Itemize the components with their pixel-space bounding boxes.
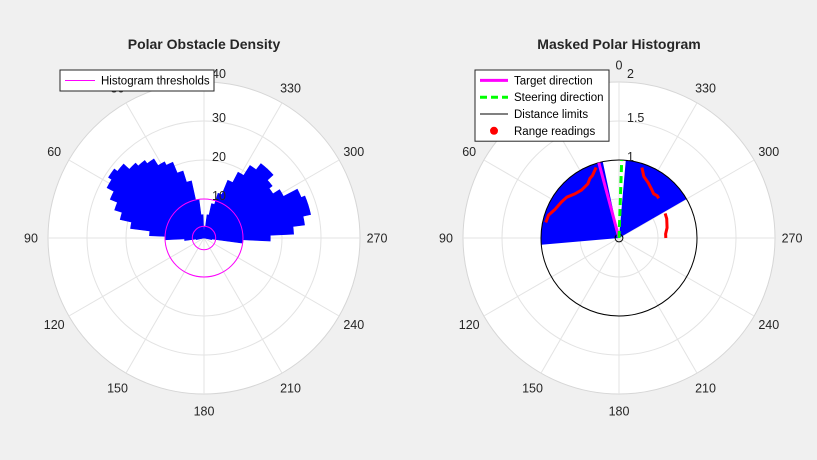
distance-limit-circle [540, 159, 698, 317]
chart-title: Masked Polar Histogram [537, 36, 700, 52]
legend-box [59, 69, 215, 92]
theta-tick-label: 90 [24, 232, 38, 246]
density-bar [203, 179, 234, 239]
theta-tick-label: 150 [107, 381, 128, 395]
theta-grid-line [125, 237, 205, 374]
theta-tick-label: 240 [758, 318, 779, 332]
legend-entry-label: Target direction [514, 75, 593, 87]
masked-sector [619, 160, 687, 238]
theta-grid-line [68, 237, 205, 317]
theta-tick-label: 150 [522, 381, 543, 395]
theta-grid-line [203, 237, 340, 317]
density-bar [130, 221, 205, 239]
r-tick-label: 1.5 [627, 111, 644, 125]
steering-direction-line [617, 159, 624, 239]
density-bar [119, 211, 205, 239]
threshold-circle [164, 198, 244, 278]
target-direction-line [597, 162, 621, 239]
r-tick-label: 10 [212, 189, 226, 203]
density-bar [149, 230, 205, 239]
density-bar [106, 178, 205, 239]
chart-title: Polar Obstacle Density [128, 36, 281, 52]
theta-tick-label: 300 [343, 145, 364, 159]
r-tick-label: 2 [627, 67, 634, 81]
density-bar [108, 168, 205, 239]
r-tick-label: 40 [212, 67, 226, 81]
threshold-circle [191, 225, 217, 251]
density-bar [203, 163, 268, 239]
theta-tick-label: 0 [616, 59, 623, 73]
theta-tick-label: 120 [44, 318, 65, 332]
theta-tick-label: 120 [459, 318, 480, 332]
range-readings-line [544, 166, 598, 223]
theta-tick-label: 270 [782, 232, 803, 246]
theta-tick-label: 300 [758, 145, 779, 159]
theta-tick-label: 180 [194, 405, 215, 419]
density-bar [203, 171, 245, 239]
theta-tick-label: 60 [462, 145, 476, 159]
legend-entry-label: Steering direction [514, 92, 604, 104]
range-readings-line [640, 167, 660, 200]
density-bar [109, 190, 205, 239]
theta-grid-line [203, 237, 283, 374]
theta-tick-label: 210 [695, 381, 716, 395]
theta-tick-label: 330 [280, 82, 301, 96]
density-bar [203, 188, 302, 239]
density-bar [203, 203, 215, 239]
theta-tick-label: 90 [439, 232, 453, 246]
density-bar [114, 201, 205, 239]
legend-swatch-range [490, 126, 498, 135]
theta-tick-label: 240 [343, 318, 364, 332]
density-bar [203, 189, 285, 239]
density-bar [203, 165, 257, 239]
theta-tick-label: 180 [609, 405, 630, 419]
r-tick-label: 30 [212, 111, 226, 125]
legend-entry-label: Range readings [514, 126, 595, 138]
theta-tick-label: 60 [47, 145, 61, 159]
legend-entry-label: Histogram thresholds [101, 76, 210, 88]
density-bar [195, 237, 205, 241]
theta-tick-label: 270 [367, 232, 388, 246]
r-tick-label: 1 [627, 150, 634, 164]
theta-tick-label: 210 [280, 381, 301, 395]
polar-plot-masked-histogram: 030609012015018021024027030033011.52Mask… [439, 36, 802, 419]
masked-sector [541, 161, 619, 245]
range-readings-line [663, 213, 669, 239]
legend-entry-label: Distance limits [514, 109, 588, 121]
theta-tick-label: 330 [695, 82, 716, 96]
r-tick-label: 20 [212, 150, 226, 164]
polar-plot-obstacle-density: 30609012015018021024027030033010203040Po… [24, 36, 387, 419]
